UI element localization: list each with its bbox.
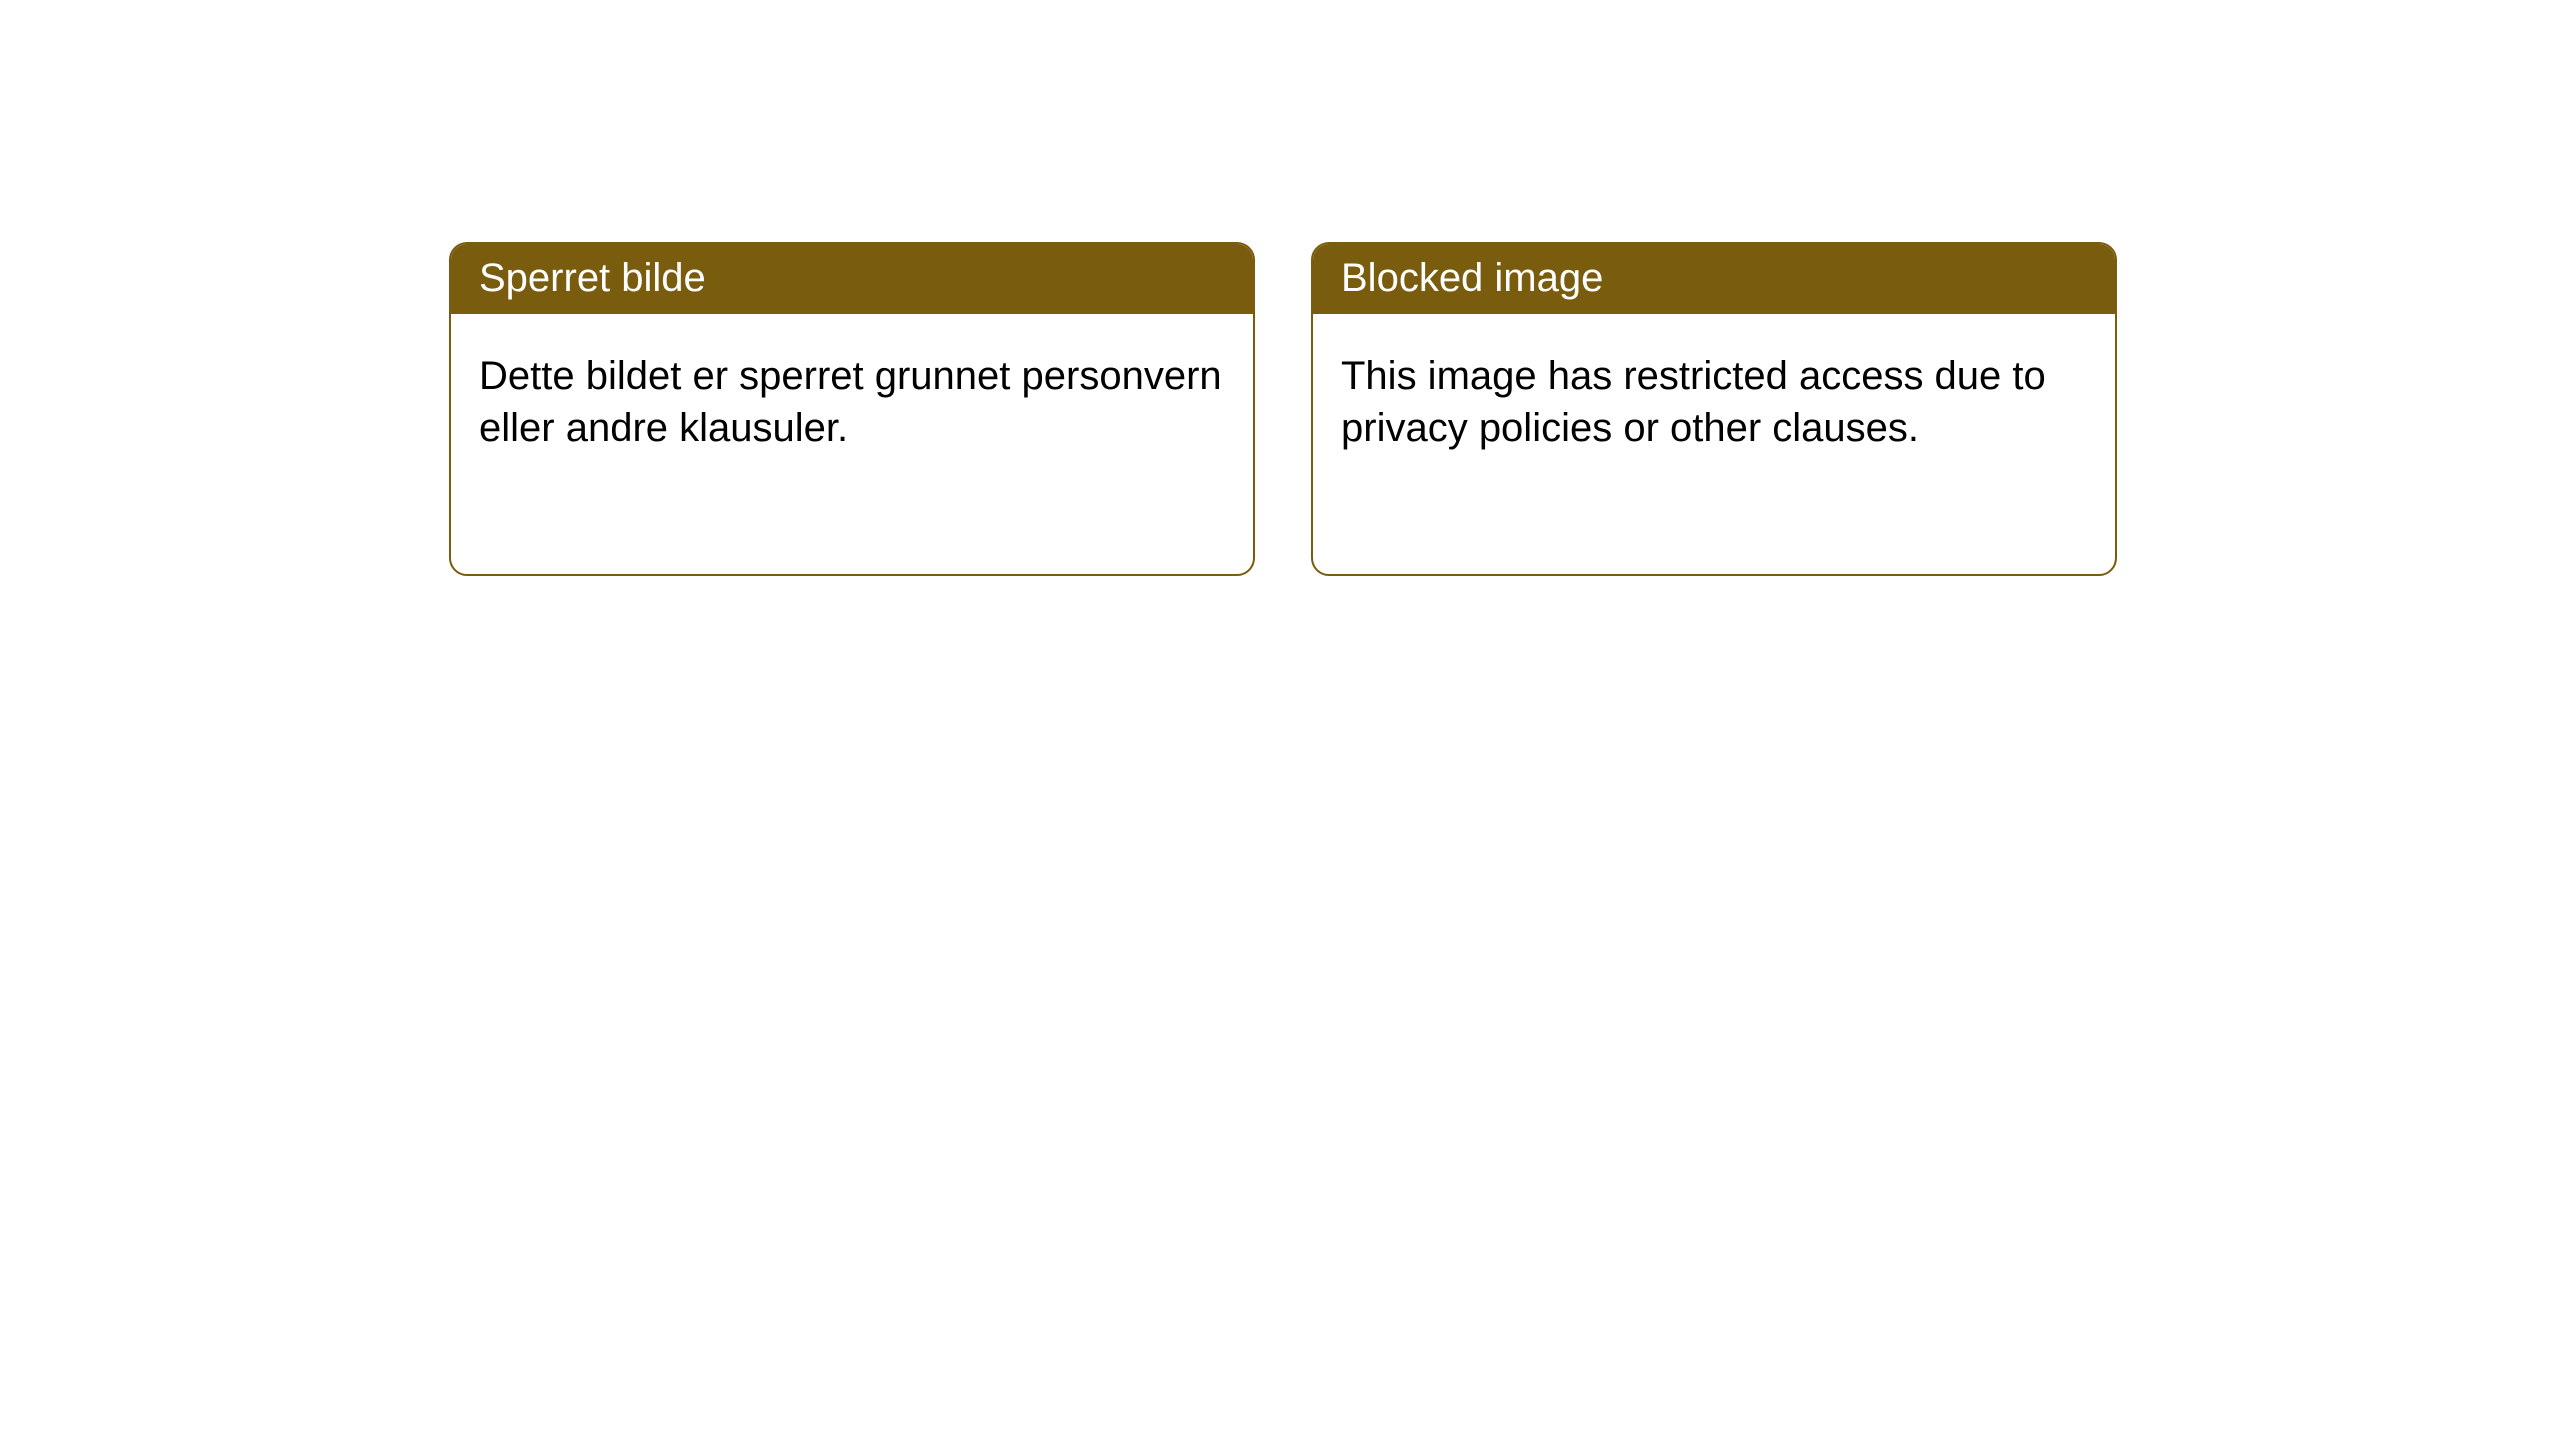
- notice-card-norwegian: Sperret bilde Dette bildet er sperret gr…: [449, 242, 1255, 576]
- card-title: Blocked image: [1341, 256, 1603, 300]
- card-body-text: Dette bildet er sperret grunnet personve…: [479, 354, 1222, 450]
- card-header: Blocked image: [1313, 244, 2115, 314]
- notice-container: Sperret bilde Dette bildet er sperret gr…: [0, 0, 2560, 576]
- card-title: Sperret bilde: [479, 256, 706, 300]
- card-body: This image has restricted access due to …: [1313, 314, 2115, 490]
- card-body-text: This image has restricted access due to …: [1341, 354, 2046, 450]
- card-body: Dette bildet er sperret grunnet personve…: [451, 314, 1253, 490]
- card-header: Sperret bilde: [451, 244, 1253, 314]
- notice-card-english: Blocked image This image has restricted …: [1311, 242, 2117, 576]
